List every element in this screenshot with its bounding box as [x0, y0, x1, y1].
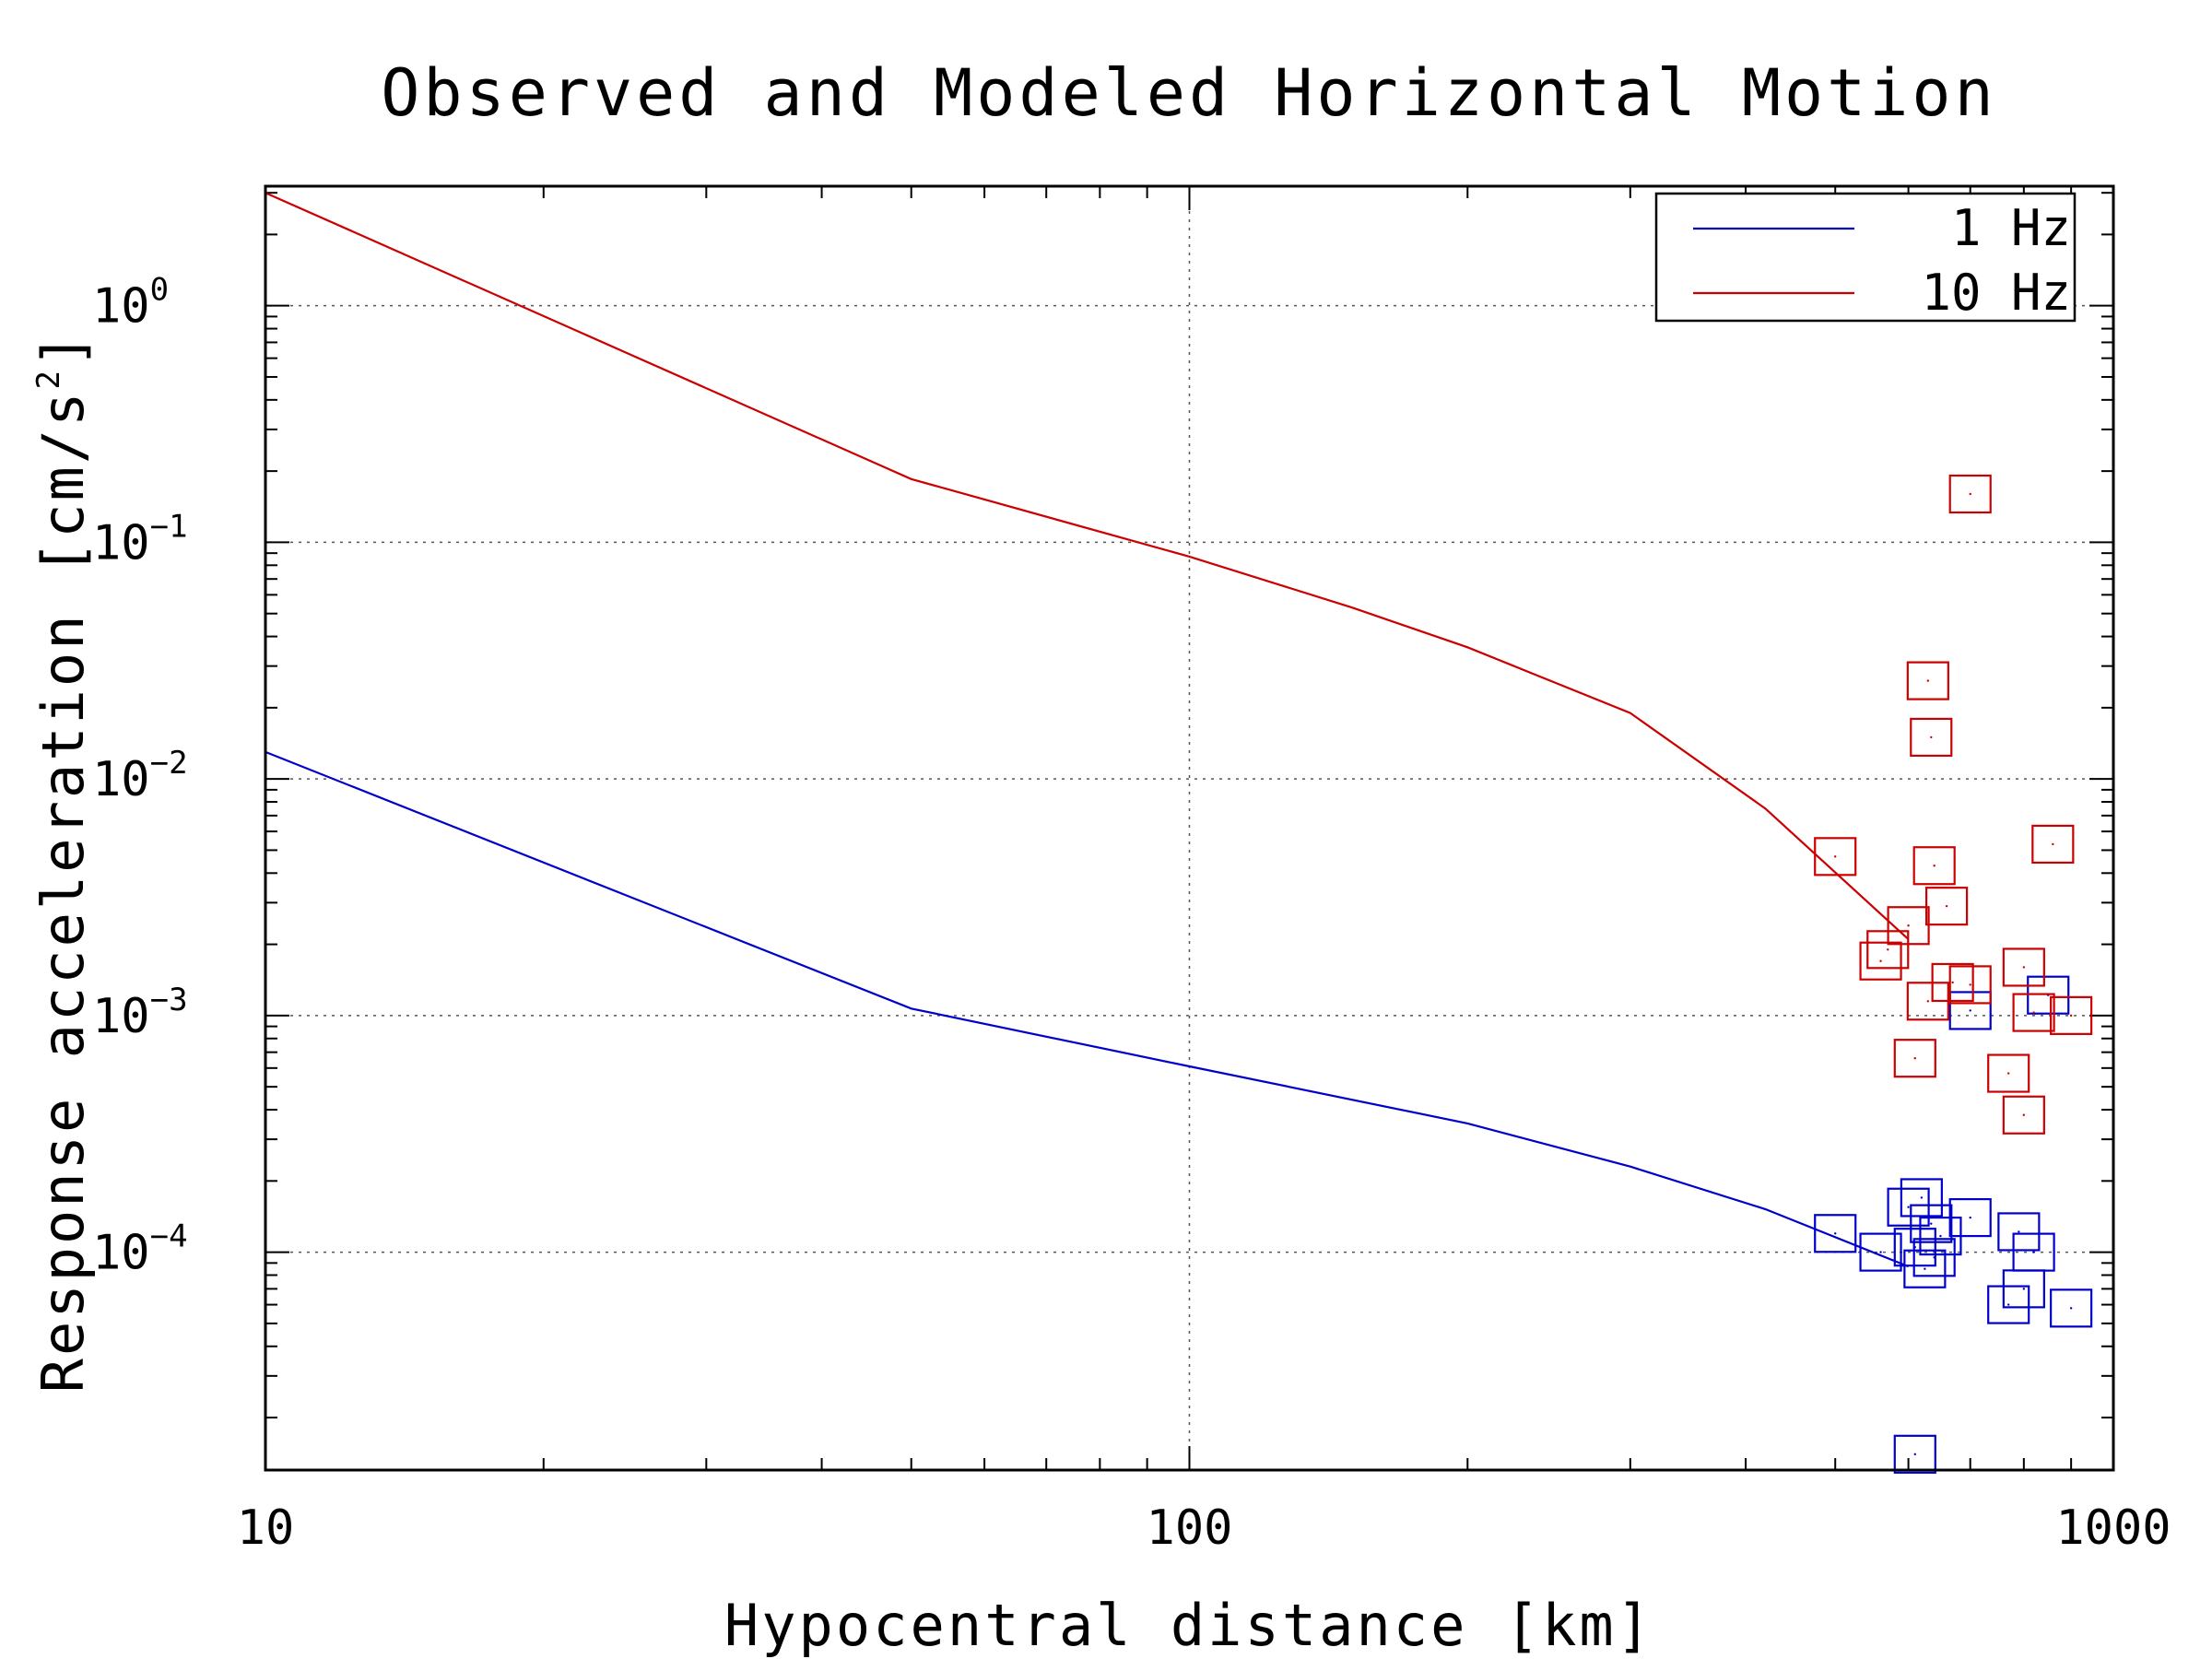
data-point-center-1-0: [1969, 492, 1971, 496]
data-point-1-17: [1987, 1053, 2030, 1093]
data-point-1-11: [1931, 962, 1974, 1003]
data-point-center-1-13: [2022, 966, 2026, 969]
data-point-center-0-1: [1879, 1251, 1882, 1253]
plot-area: 10 100 1000 100 10−1 10−2 10−3 10−4 1 Hz 10 Hz: [92, 184, 2171, 1556]
data-point-1-15: [2050, 995, 2093, 1035]
x-tick-label-0: 10: [237, 1500, 295, 1556]
series-line-0: [265, 750, 1910, 1268]
data-point-0-0: [1814, 1214, 1857, 1253]
data-point-0-17: [1893, 1434, 1936, 1474]
data-point-center-1-18: [2022, 1113, 2026, 1116]
data-point-center-1-7: [1879, 959, 1882, 962]
data-point-0-15: [2027, 975, 2070, 1015]
chart-title: Observed and Modeled Horizontal Motion: [381, 55, 1996, 131]
legend-label-1: 10 Hz: [1921, 264, 2071, 322]
data-point-center-0-13: [2022, 1288, 2026, 1290]
data-point-0-11: [1987, 1285, 2030, 1324]
data-point-center-0-8: [1939, 1234, 1942, 1238]
data-point-1-0: [1948, 474, 1992, 514]
data-point-center-1-1: [1926, 679, 1930, 682]
y-tick-label-2: 10−2: [92, 745, 188, 807]
data-point-1-2: [1910, 717, 1953, 758]
legend-label-0: 1 Hz: [1951, 199, 2071, 257]
y-tick-label-4: 10−4: [92, 1218, 188, 1281]
data-point-center-1-11: [1951, 981, 1954, 984]
data-point-0-16: [2050, 1288, 2093, 1328]
data-point-center-0-0: [1834, 1232, 1837, 1235]
data-point-center-1-6: [2052, 842, 2054, 846]
data-point-0-12: [1997, 1212, 2041, 1252]
data-point-center-1-8: [1887, 948, 1889, 951]
data-point-center-1-16: [1913, 1056, 1916, 1060]
data-point-1-6: [2031, 824, 2075, 865]
data-point-center-1-4: [1933, 865, 1936, 867]
data-point-0-6: [1910, 1204, 1953, 1243]
data-point-center-1-15: [2069, 1014, 2073, 1018]
y-axis-label-sup: 2: [30, 368, 67, 389]
data-point-center-0-10: [1969, 1009, 1971, 1012]
data-point-0-9: [1948, 1197, 1992, 1238]
data-point-1-18: [2002, 1095, 2045, 1135]
data-point-center-1-12: [1969, 983, 1971, 986]
data-point-center-0-12: [2018, 1230, 2020, 1233]
data-point-1-1: [1906, 661, 1949, 700]
x-axis-label: Hypocentral distance [km]: [724, 1592, 1653, 1659]
data-point-center-0-5: [1924, 1267, 1926, 1270]
y-tick-label-1: 10−1: [92, 508, 188, 571]
data-point-center-1-5: [1945, 904, 1948, 908]
data-point-center-1-14: [2032, 1011, 2035, 1014]
data-point-center-1-10: [1926, 1000, 1930, 1003]
data-point-1-4: [1912, 846, 1956, 886]
x-tick-label-1: 100: [1147, 1500, 1233, 1556]
data-point-1-16: [1893, 1039, 1936, 1078]
y-axis-label: Response acceleration [cm/s2]: [29, 331, 97, 1394]
legend-box: [1654, 192, 2077, 323]
y-axis-label-main: Response acceleration [cm/s: [29, 389, 97, 1393]
data-point-center-0-6: [1930, 1222, 1933, 1225]
x-tick-label-2: 1000: [2055, 1500, 2171, 1556]
data-point-0-7: [1912, 1238, 1956, 1277]
data-point-1-13: [2002, 947, 2045, 987]
data-point-0-10: [1948, 991, 1992, 1030]
data-point-0-1: [1859, 1232, 1902, 1272]
plot-frame: [264, 184, 2115, 1472]
series-line-1: [265, 192, 1910, 940]
data-point-1-3: [1814, 837, 1857, 877]
data-point-center-0-7: [1933, 1256, 1936, 1259]
data-point-center-0-2: [1907, 1206, 1910, 1208]
data-point-1-12: [1948, 965, 1992, 1005]
data-point-0-2: [1887, 1187, 1930, 1227]
data-point-center-1-2: [1930, 735, 1933, 739]
data-point-0-14: [2012, 1232, 2055, 1272]
data-point-1-7: [1859, 941, 1902, 981]
data-point-0-4: [1900, 1178, 1943, 1218]
y-tick-label-3: 10−3: [92, 982, 188, 1044]
data-point-1-14: [2012, 993, 2055, 1032]
data-point-center-1-3: [1834, 855, 1837, 858]
data-point-center-0-11: [2007, 1303, 2010, 1306]
data-point-1-9: [1887, 906, 1930, 946]
data-point-center-1-9: [1907, 924, 1910, 927]
data-point-center-0-4: [1920, 1196, 1924, 1199]
data-point-center-1-17: [2007, 1072, 2010, 1075]
data-point-center-0-9: [1969, 1216, 1971, 1219]
data-point-center-0-16: [2069, 1307, 2073, 1310]
data-point-0-5: [1903, 1249, 1947, 1288]
y-tick-label-0: 100: [92, 272, 169, 335]
data-point-center-0-17: [1913, 1453, 1916, 1456]
y-axis-label-end: ]: [29, 331, 97, 368]
data-point-center-0-14: [2032, 1251, 2035, 1253]
